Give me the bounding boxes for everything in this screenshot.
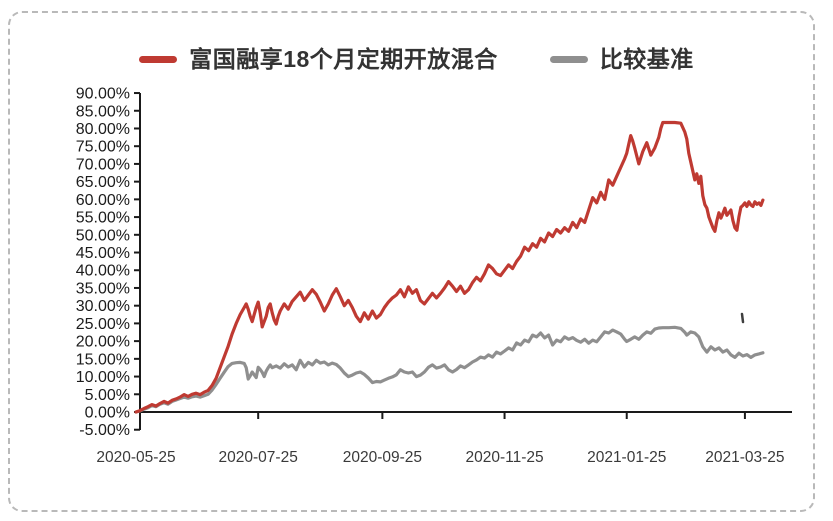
y-tick-label: 80.00% <box>76 121 130 138</box>
y-tick-label: 60.00% <box>76 192 130 209</box>
benchmark-legend-label: 比较基准 <box>599 46 694 72</box>
y-tick-label: 5.00% <box>85 387 130 404</box>
y-tick-label: 15.00% <box>76 351 130 368</box>
fund-line-swatch <box>139 56 178 63</box>
x-tick-label: 2020-05-25 <box>96 449 175 466</box>
legend-item-benchmark: 比较基准 <box>549 46 694 72</box>
x-tick-label: 2020-09-25 <box>343 449 422 466</box>
y-tick-label: -5.00% <box>79 422 130 439</box>
y-tick-label: 75.00% <box>76 139 130 156</box>
y-tick-label: 35.00% <box>76 280 130 297</box>
y-tick-label: 0.00% <box>85 405 130 422</box>
x-tick-label: 2020-11-25 <box>465 449 543 466</box>
y-tick-label: 25.00% <box>76 316 130 333</box>
x-tick-label: 2020-07-25 <box>219 449 298 466</box>
y-tick-label: 70.00% <box>76 156 130 173</box>
x-tick-label: 2021-01-25 <box>587 449 666 466</box>
legend-item-fund: 富国融享18个月定期开放混合 <box>139 48 498 71</box>
y-tick-label: 85.00% <box>76 103 130 120</box>
x-tick-label: 2021-03-25 <box>705 449 784 466</box>
y-tick-label: 65.00% <box>76 174 130 191</box>
y-tick-label: 10.00% <box>76 369 130 386</box>
y-tick-label: 40.00% <box>76 263 130 280</box>
chart-legend: 富国融享18个月定期开放混合 比较基准 <box>0 48 833 71</box>
y-tick-label: 30.00% <box>76 298 130 315</box>
benchmark-line-swatch <box>549 56 588 63</box>
y-tick-label: 45.00% <box>76 245 130 262</box>
fund-legend-label: 富国融享18个月定期开放混合 <box>189 46 498 72</box>
y-tick-label: 90.00% <box>76 86 130 103</box>
benchmark-line <box>134 325 765 414</box>
stray-mark <box>740 312 745 324</box>
y-tick-label: 55.00% <box>76 210 130 227</box>
y-tick-label: 50.00% <box>76 227 130 244</box>
fund-line <box>134 120 765 414</box>
y-tick-label: 20.00% <box>76 334 130 351</box>
